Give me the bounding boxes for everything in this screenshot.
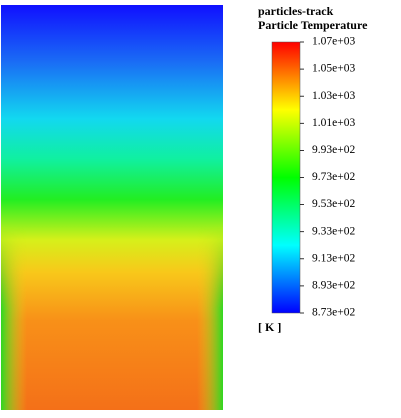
tick-label: 1.01e+03 (312, 117, 355, 129)
tick-label: 9.73e+02 (312, 171, 355, 183)
edge-left (1, 5, 27, 410)
unit-label: [ K ] (258, 320, 281, 334)
tick-label: 8.73e+02 (312, 307, 355, 319)
tick-label: 1.03e+03 (312, 90, 355, 102)
tick-label: 1.07e+03 (312, 36, 355, 48)
tick-label: 1.05e+03 (312, 63, 355, 75)
tick-label: 9.53e+02 (312, 198, 355, 210)
temperature-field (1, 5, 223, 410)
subtitle: Particle Temperature (258, 18, 368, 32)
title: particles-track (258, 4, 334, 18)
colorbar (271, 41, 301, 314)
tick-label: 9.93e+02 (312, 144, 355, 156)
tick-label: 9.13e+02 (312, 252, 355, 264)
tick-label: 8.93e+02 (312, 280, 355, 292)
tick-label: 9.33e+02 (312, 225, 355, 237)
field-edges (1, 5, 223, 410)
edge-right (197, 5, 223, 410)
